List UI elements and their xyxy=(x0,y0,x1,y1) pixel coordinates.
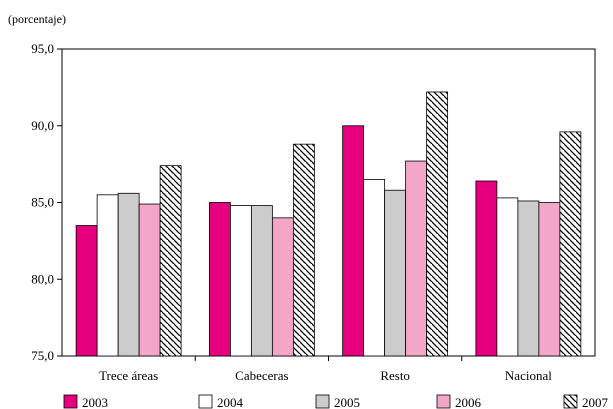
bar-2004-4 xyxy=(496,197,519,357)
legend-label-2006: 2006 xyxy=(455,395,482,409)
legend-label-2005: 2005 xyxy=(334,395,360,409)
legend-label-2004: 2004 xyxy=(217,395,244,409)
x-axis: Trece áreas Cabeceras Resto Nacional xyxy=(99,356,552,383)
legend-label-2003: 2003 xyxy=(82,395,108,409)
bar-groups xyxy=(75,91,582,357)
y-axis-unit-label: (porcentaje) xyxy=(8,12,66,26)
bar-2004-1 xyxy=(96,194,119,357)
legend-label-2007: 2007 xyxy=(582,395,609,409)
bar-2005-3 xyxy=(384,189,407,357)
bar-2003-1 xyxy=(75,225,98,357)
bar-2007-3 xyxy=(426,91,449,357)
bar-2006-3 xyxy=(405,160,428,357)
legend-swatch-2003 xyxy=(63,394,78,409)
bar-2007-4 xyxy=(559,131,582,357)
y-tick-label: 95,0 xyxy=(31,41,54,56)
bar-2005-1 xyxy=(117,192,140,357)
bar-2003-4 xyxy=(475,180,498,357)
legend-swatch-2006 xyxy=(436,394,451,409)
x-category-label: Nacional xyxy=(505,368,552,383)
legend-swatch-2007 xyxy=(563,394,578,409)
x-category-label: Cabeceras xyxy=(235,368,288,383)
bar-2007-1 xyxy=(159,165,182,357)
bar-2005-2 xyxy=(250,205,273,357)
y-tick-label: 80,0 xyxy=(31,271,54,286)
x-category-label: Trece áreas xyxy=(99,368,158,383)
bar-2004-2 xyxy=(229,205,252,357)
legend-swatch-2005 xyxy=(315,394,330,409)
y-axis: 75,0 80,0 85,0 90,0 95,0 xyxy=(31,41,62,363)
y-tick-label: 75,0 xyxy=(31,348,54,363)
x-category-label: Resto xyxy=(380,368,410,383)
bar-2003-3 xyxy=(342,125,365,357)
y-tick-label: 85,0 xyxy=(31,195,54,210)
bar-2005-4 xyxy=(517,200,540,357)
bar-2004-3 xyxy=(363,179,386,357)
y-tick-label: 90,0 xyxy=(31,118,54,133)
bar-2006-1 xyxy=(138,203,161,357)
bar-2006-2 xyxy=(271,217,294,357)
bar-2007-2 xyxy=(292,143,315,357)
legend-swatch-2004 xyxy=(198,394,213,409)
bar-2006-4 xyxy=(538,202,561,357)
bar-2003-2 xyxy=(208,202,231,357)
legend: 2003 2004 2005 2006 2007 xyxy=(63,394,609,409)
